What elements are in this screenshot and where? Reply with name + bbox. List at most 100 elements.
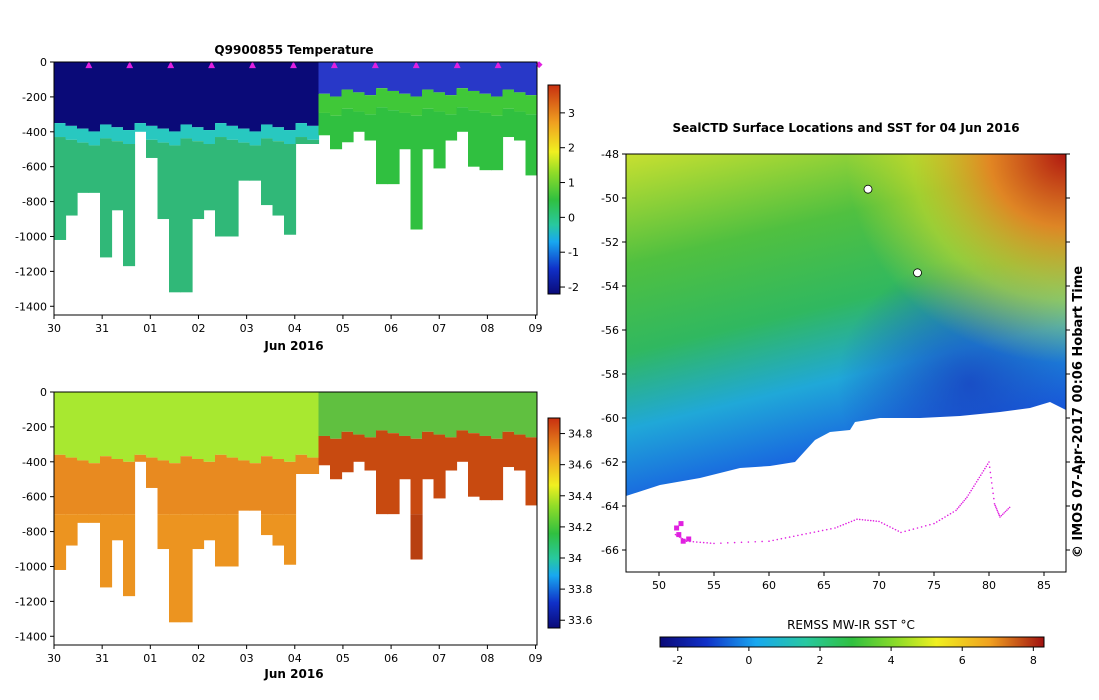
track-dot <box>839 525 842 527</box>
salinity-cell <box>146 392 159 458</box>
track-dot <box>856 518 858 520</box>
temperature-cell <box>123 144 136 267</box>
credit-text: © IMOS 07-Apr-2017 00:06 Hobart Time <box>1071 266 1086 558</box>
salinity-cell <box>410 438 423 515</box>
salinity-cell <box>284 392 297 462</box>
salinity-cell <box>433 434 446 499</box>
surface-marker: ▲ <box>413 60 420 70</box>
cloud-mask-patch <box>863 184 873 194</box>
track-dot <box>946 514 949 517</box>
track-dot <box>825 528 828 531</box>
temperature-cell <box>77 62 90 129</box>
temperature-cell <box>433 62 446 93</box>
track-dot <box>853 519 856 522</box>
salinity-cell <box>134 454 147 462</box>
temperature-cell <box>433 111 446 169</box>
track-dot <box>692 540 695 543</box>
track-dot <box>880 521 883 524</box>
salinity-cell <box>468 433 481 497</box>
temperature-cell <box>284 144 297 235</box>
temperature-cell <box>318 93 331 113</box>
salinity-cell <box>157 460 170 515</box>
salinity-cell <box>330 438 343 480</box>
track-dot <box>845 522 847 525</box>
colorbar-tick-label: 34.6 <box>568 459 593 472</box>
salinity-cell <box>307 392 320 458</box>
temperature-cell <box>88 62 101 132</box>
map-y-tick-label: -66 <box>601 544 619 557</box>
y-tick-label: -1400 <box>15 300 47 313</box>
track-dot <box>981 472 983 474</box>
salinity-cell <box>180 514 193 623</box>
track-dot <box>995 506 997 508</box>
track-dot <box>944 516 946 518</box>
temperature-cell <box>468 62 481 91</box>
salinity-cell <box>491 392 504 439</box>
temperature-cell <box>284 130 297 145</box>
temperature-xlabel: Jun 2016 <box>263 339 323 353</box>
salinity-cell <box>479 435 492 501</box>
map-y-tick-label: -50 <box>601 192 619 205</box>
track-dot <box>889 526 891 528</box>
temperature-cell <box>169 131 182 146</box>
track-dot <box>699 541 702 544</box>
salinity-cell <box>100 514 113 588</box>
salinity-cell <box>180 456 193 515</box>
track-dot <box>967 494 970 496</box>
track-dot <box>733 541 736 544</box>
temperature-cell <box>100 138 113 258</box>
surface-marker: ▲ <box>208 60 215 70</box>
track-dot <box>979 474 982 477</box>
temperature-cell <box>249 131 262 146</box>
salinity-cell <box>387 392 400 434</box>
salinity-cell <box>399 435 412 480</box>
salinity-cell <box>422 392 435 432</box>
x-tick-label: 08 <box>480 322 494 335</box>
track-dot <box>941 517 944 520</box>
track-dot <box>970 489 972 492</box>
x-tick-label: 02 <box>191 322 205 335</box>
salinity-cell <box>261 456 274 515</box>
temperature-cell <box>65 62 78 126</box>
track-dot <box>912 528 915 530</box>
track-dot <box>861 518 864 521</box>
temperature-cell <box>54 123 67 138</box>
temperature-title: Q9900855 Temperature <box>214 43 373 57</box>
temperature-cell <box>65 139 78 216</box>
map-y-tick-label: -60 <box>601 412 619 425</box>
temperature-cell <box>146 125 159 140</box>
temperature-cell <box>272 127 285 142</box>
track-dot <box>740 541 743 544</box>
y-tick-label: -1000 <box>15 560 47 573</box>
temperature-cell <box>330 115 343 150</box>
map-x-tick-label: 80 <box>982 579 996 592</box>
track-dot <box>809 532 812 534</box>
salinity-cell <box>410 392 423 439</box>
surface-marker: ◆ <box>536 60 543 70</box>
temperature-cell <box>456 62 469 89</box>
colorbar-tick-label: -1 <box>568 246 579 259</box>
temperature-cell <box>192 62 205 128</box>
temperature-cell <box>192 127 205 142</box>
y-tick-label: -400 <box>22 456 47 469</box>
sst-colorbar-tick-label: 6 <box>959 654 966 667</box>
salinity-cell <box>456 392 469 431</box>
colorbar-tick-label: 34.2 <box>568 521 593 534</box>
salinity-cell <box>146 457 159 488</box>
temperature-cell <box>410 115 423 230</box>
colorbar-tick-label: 34 <box>568 552 582 565</box>
temperature-cell <box>353 62 366 93</box>
salinity-cell <box>203 514 216 541</box>
track-dot <box>869 519 872 522</box>
x-tick-label: 06 <box>384 652 398 665</box>
y-tick-label: -600 <box>22 491 47 504</box>
colorbar-tick-label: -2 <box>568 281 579 294</box>
colorbar-tick-label: 3 <box>568 107 575 120</box>
track-dot <box>872 520 875 522</box>
surface-marker: ▲ <box>372 60 379 70</box>
salinity-cell <box>525 392 537 438</box>
track-dot <box>916 527 919 529</box>
salinity-cell <box>514 392 527 435</box>
temperature-cell <box>65 125 78 140</box>
temperature-cell <box>422 108 435 150</box>
